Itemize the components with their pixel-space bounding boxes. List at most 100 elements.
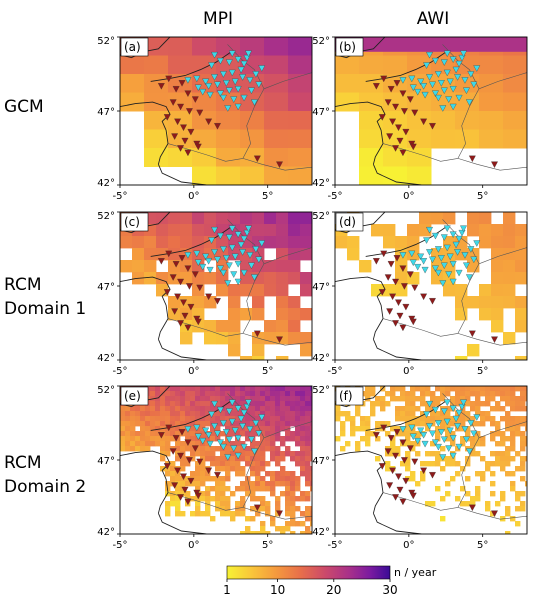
- panel-label: (c): [124, 215, 140, 229]
- grid-cell: [255, 426, 261, 432]
- grid-cell: [270, 386, 276, 392]
- grid-cell: [383, 92, 408, 112]
- grid-cell: [335, 74, 360, 93]
- grid-cell: [455, 74, 480, 93]
- station-marker-red: [387, 261, 395, 268]
- station-marker-red: [400, 283, 408, 290]
- panel-label-box: [335, 386, 364, 406]
- grid-cell: [420, 416, 426, 422]
- grid-cell: [245, 451, 251, 457]
- colorbar-unit: n / year: [394, 566, 437, 579]
- colorbar-tick-label: 30: [382, 583, 397, 597]
- grid-cell: [435, 436, 441, 442]
- grid-cell: [155, 411, 161, 417]
- grid-cell: [510, 406, 516, 412]
- grid-cell: [380, 406, 386, 412]
- grid-cell: [200, 396, 206, 402]
- grid-cell: [120, 55, 145, 75]
- grid-cell: [285, 511, 291, 517]
- station-marker-cyan: [216, 90, 224, 97]
- grid-cell: [170, 476, 176, 482]
- grid-cell: [475, 496, 481, 502]
- grid-cell: [355, 441, 361, 447]
- station-marker-cyan: [449, 261, 457, 268]
- grid-cell: [180, 332, 193, 345]
- grid-cell: [285, 526, 291, 532]
- grid-cell: [295, 386, 301, 392]
- station-marker-cyan: [208, 411, 216, 418]
- grid-cell: [270, 426, 276, 432]
- station-marker-cyan: [240, 60, 248, 68]
- grid-cell: [305, 531, 311, 534]
- grid-cell: [235, 421, 241, 427]
- grid-cell: [288, 129, 312, 149]
- grid-cell: [192, 320, 205, 333]
- station-marker-cyan: [443, 50, 451, 57]
- grid-cell: [300, 411, 306, 417]
- station-marker-red: [185, 457, 193, 464]
- grid-cell: [525, 416, 527, 422]
- grid-cell: [285, 436, 291, 442]
- grid-cell: [430, 396, 436, 402]
- grid-cell: [220, 441, 226, 447]
- grid-cell: [205, 436, 211, 442]
- grid-cell: [245, 446, 251, 452]
- grid-cell: [300, 426, 306, 432]
- grid-cell: [170, 411, 176, 417]
- grid-cell: [252, 212, 265, 225]
- grid-cell: [455, 446, 461, 452]
- grid-cell: [405, 461, 411, 467]
- grid-cell: [275, 476, 281, 482]
- grid-cell: [270, 486, 276, 492]
- grid-cell: [455, 129, 480, 149]
- grid-cell: [435, 386, 441, 392]
- grid-cell: [270, 406, 276, 412]
- station-marker-red: [396, 486, 404, 494]
- grid-cell: [505, 456, 511, 462]
- grid-cell: [500, 436, 506, 442]
- grid-cell: [455, 471, 461, 477]
- station-marker-red: [205, 467, 213, 475]
- grid-cell: [276, 320, 289, 333]
- grid-cell: [495, 431, 501, 437]
- row-title-rcm-1: RCM: [4, 275, 42, 295]
- grid-cell: [395, 406, 401, 412]
- grid-cell: [170, 436, 176, 442]
- station-marker-red: [491, 336, 498, 343]
- grid-cell: [510, 486, 516, 492]
- station-marker-cyan: [470, 256, 478, 264]
- panel-label: (e): [124, 389, 141, 403]
- grid-cell: [295, 481, 301, 487]
- grid-cell: [140, 436, 146, 442]
- grid-cell: [288, 272, 301, 285]
- station-marker-red: [194, 492, 202, 500]
- grid-cell: [290, 421, 296, 427]
- grid-cell: [240, 74, 265, 93]
- grid-cell: [220, 501, 226, 507]
- grid-cell: [175, 506, 181, 512]
- grid-cell: [300, 332, 312, 345]
- grid-cell: [255, 486, 261, 492]
- station-marker-cyan: [206, 266, 214, 274]
- grid-cell: [228, 344, 241, 357]
- grid-cell: [260, 396, 266, 402]
- grid-cell: [215, 491, 221, 497]
- grid-cell: [359, 74, 384, 93]
- grid-cell: [245, 456, 251, 462]
- grid-cell: [495, 461, 501, 467]
- grid-cell: [240, 391, 246, 397]
- y-tick-label: 52°: [97, 36, 115, 47]
- grid-cell: [450, 456, 456, 462]
- grid-cell: [185, 401, 191, 407]
- grid-cell: [295, 486, 301, 492]
- grid-cell: [440, 421, 446, 427]
- station-marker-cyan: [234, 86, 242, 93]
- station-marker-cyan: [219, 443, 227, 451]
- grid-cell: [340, 421, 346, 427]
- station-marker-red: [174, 293, 182, 301]
- grid-cell: [250, 531, 256, 534]
- grid-cell: [455, 391, 461, 397]
- grid-cell: [250, 426, 256, 432]
- station-marker-red: [393, 80, 401, 87]
- station-marker-cyan: [234, 261, 242, 268]
